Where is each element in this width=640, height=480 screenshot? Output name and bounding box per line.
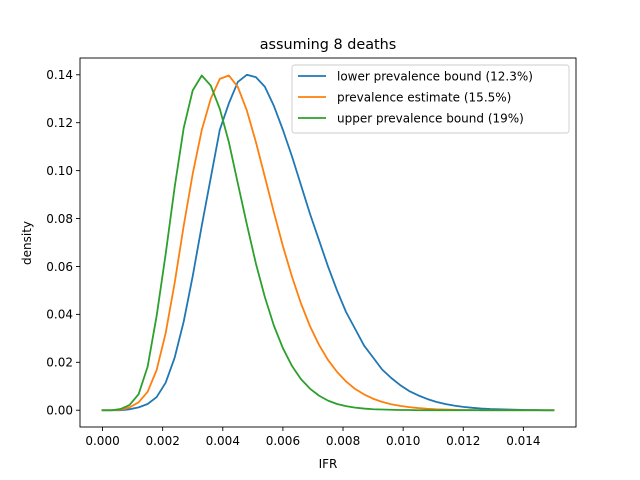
x-tick-label: 0.010: [386, 434, 420, 448]
x-tick-label: 0.014: [506, 434, 540, 448]
x-tick-label: 0.004: [206, 434, 240, 448]
x-tick-label: 0.000: [85, 434, 119, 448]
y-tick-label: 0.12: [46, 116, 73, 130]
axes: 0.000 0.002 0.004 0.006 0.008 0.010 0.012 0.014…: [46, 57, 577, 448]
y-tick-label: 0.06: [46, 260, 73, 274]
legend-label-2: prevalence estimate (15.5%): [337, 90, 511, 104]
axes-frame: [79, 57, 577, 428]
series-line-1: [101, 73, 555, 412]
y-axis-label: density: [20, 221, 34, 265]
y-tick-label: 0.10: [46, 164, 73, 178]
x-tick-label: 0.006: [266, 434, 300, 448]
y-tick-label: 0.14: [46, 68, 73, 82]
y-tick-label: 0.02: [46, 356, 73, 370]
x-tick-label: 0.012: [446, 434, 480, 448]
legend-box: [291, 64, 570, 134]
legend-label-1: lower prevalence bound (12.3%): [337, 69, 533, 83]
legend: lower prevalence bound (12.3%) prevalence…: [291, 64, 570, 134]
y-tick-label: 0.00: [46, 404, 73, 418]
chart-title: assuming 8 deaths: [260, 37, 397, 53]
y-tick-label: 0.04: [46, 308, 73, 322]
x-tick-label: 0.002: [145, 434, 179, 448]
plot-area: [101, 73, 555, 412]
y-tick-label: 0.08: [46, 212, 73, 226]
x-tick-label: 0.008: [326, 434, 360, 448]
x-axis-label: IFR: [319, 457, 338, 471]
series-line-3: [101, 74, 555, 412]
legend-label-3: upper prevalence bound (19%): [337, 111, 524, 125]
